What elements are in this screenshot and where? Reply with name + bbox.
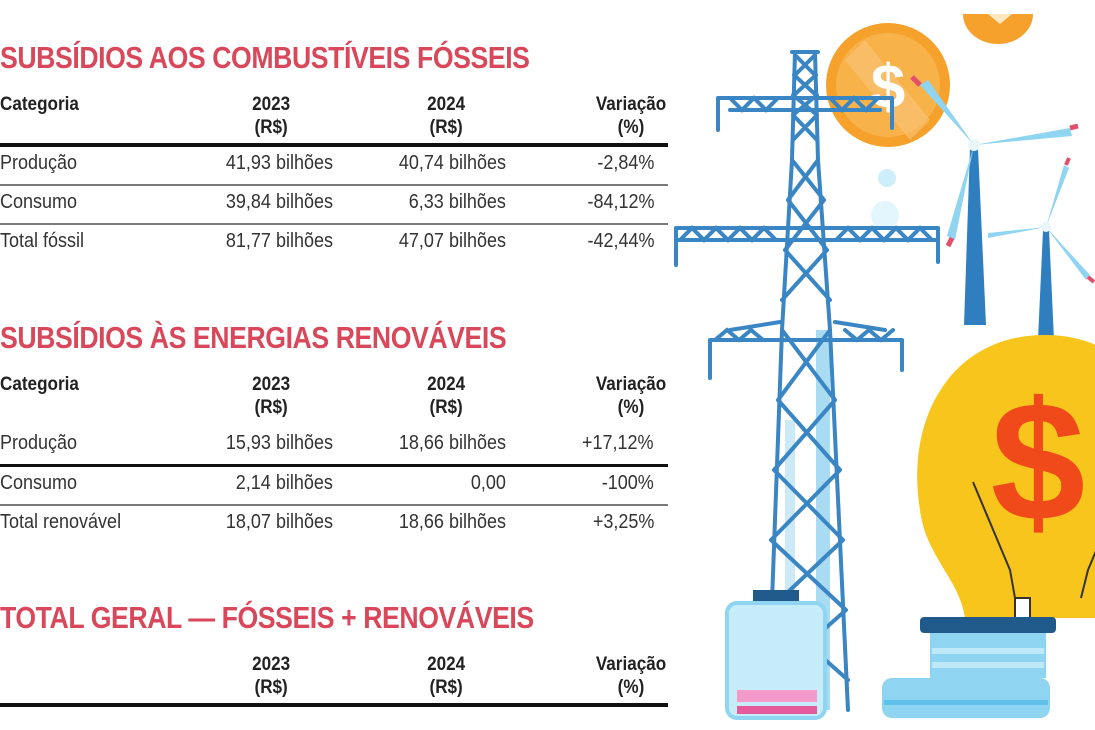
row-divider-thick <box>0 464 668 467</box>
row-value-2023: 18,07 bilhões <box>225 511 333 533</box>
table-row: Consumo 2,14 bilhões 0,00 -100% <box>0 467 668 504</box>
wind-turbine-icon <box>988 157 1095 362</box>
header-category: Categoria <box>0 94 79 115</box>
row-value-2023: 81,77 bilhões <box>225 230 333 252</box>
header-category: Categoria <box>0 374 79 395</box>
fossil-section: SUBSÍDIOS AOS COMBUSTÍVEIS FÓSSEIS Categ… <box>0 40 668 262</box>
header-2023: 2023 (R$) <box>251 94 290 138</box>
header-2024: 2024 (R$) <box>426 374 465 418</box>
header-variation: Variação (%) <box>595 374 666 418</box>
power-tower-icon <box>674 50 940 712</box>
tower-shadow <box>785 420 795 710</box>
row-value-2024: 18,66 bilhões <box>398 432 506 454</box>
header-variation: Variação (%) <box>595 654 666 698</box>
dot-icon <box>878 169 896 187</box>
table-row: Total fóssil 81,77 bilhões 47,07 bilhões… <box>0 225 668 262</box>
table-row: Total renovável 18,07 bilhões 18,66 bilh… <box>0 506 668 543</box>
fossil-title: SUBSÍDIOS AOS COMBUSTÍVEIS FÓSSEIS <box>0 40 530 75</box>
renewable-title: SUBSÍDIOS ÀS ENERGIAS RENOVÁVEIS <box>0 320 507 355</box>
dot-icon <box>871 201 899 229</box>
row-variation: +17,12% <box>582 432 654 454</box>
total-title: TOTAL GERAL — FÓSSEIS + RENOVÁVEIS <box>0 600 534 635</box>
row-divider <box>0 504 668 506</box>
row-variation: -2,84% <box>596 152 654 174</box>
header-2024: 2024 (R$) <box>426 654 465 698</box>
renewable-table-header: Categoria 2023 (R$) 2024 (R$) Variação (%) <box>0 367 668 423</box>
wind-turbine-icon <box>910 75 1079 325</box>
energy-illustration: $ <box>674 14 1095 720</box>
table-row: Produção 15,93 bilhões 18,66 bilhões +17… <box>0 427 668 464</box>
row-category: Consumo <box>0 472 78 494</box>
header-2023: 2023 (R$) <box>251 374 290 418</box>
row-value-2023: 39,84 bilhões <box>225 191 333 213</box>
light-bulb-dollar-icon: $ <box>882 335 1095 718</box>
svg-text:$: $ <box>991 367 1086 557</box>
row-value-2023: 2,14 bilhões <box>235 472 333 494</box>
row-value-2024: 18,66 bilhões <box>398 511 506 533</box>
battery-icon <box>725 590 827 720</box>
row-variation: -100% <box>601 472 654 494</box>
row-category: Consumo <box>0 191 78 213</box>
header-2024: 2024 (R$) <box>426 94 465 138</box>
row-divider <box>0 223 668 225</box>
row-category: Total fóssil <box>0 230 85 252</box>
row-category: Produção <box>0 152 78 174</box>
row-value-2024: 47,07 bilhões <box>398 230 506 252</box>
row-divider <box>0 184 668 186</box>
row-value-2023: 41,93 bilhões <box>225 152 333 174</box>
header-rule <box>0 703 668 707</box>
row-variation: -84,12% <box>586 191 654 213</box>
total-section: TOTAL GERAL — FÓSSEIS + RENOVÁVEIS 2023(… <box>0 600 668 707</box>
row-category: Produção <box>0 432 78 454</box>
total-table-header: 2023 (R$) 2024 (R$) Variação (%) <box>0 647 668 703</box>
header-rule <box>0 143 668 147</box>
row-category: Total renovável <box>0 511 122 533</box>
row-variation: -42,44% <box>586 230 654 252</box>
row-value-2024: 0,00 <box>470 472 506 494</box>
renewable-section: SUBSÍDIOS ÀS ENERGIAS RENOVÁVEIS Categor… <box>0 320 668 543</box>
coin-dollar-icon <box>963 14 1033 44</box>
row-variation: +3,25% <box>592 511 654 533</box>
row-value-2024: 6,33 bilhões <box>408 191 506 213</box>
header-2023: 2023 (R$) <box>251 654 290 698</box>
row-value-2024: 40,74 bilhões <box>398 152 506 174</box>
row-value-2023: 15,93 bilhões <box>225 432 333 454</box>
table-row: Consumo 39,84 bilhões 6,33 bilhões -84,1… <box>0 186 668 223</box>
header-variation: Variação (%) <box>595 94 666 138</box>
table-row: Produção 41,93 bilhões 40,74 bilhões -2,… <box>0 147 668 184</box>
fossil-table-header: Categoria 2023 (R$) 2024 (R$) Variação (%) <box>0 87 668 143</box>
